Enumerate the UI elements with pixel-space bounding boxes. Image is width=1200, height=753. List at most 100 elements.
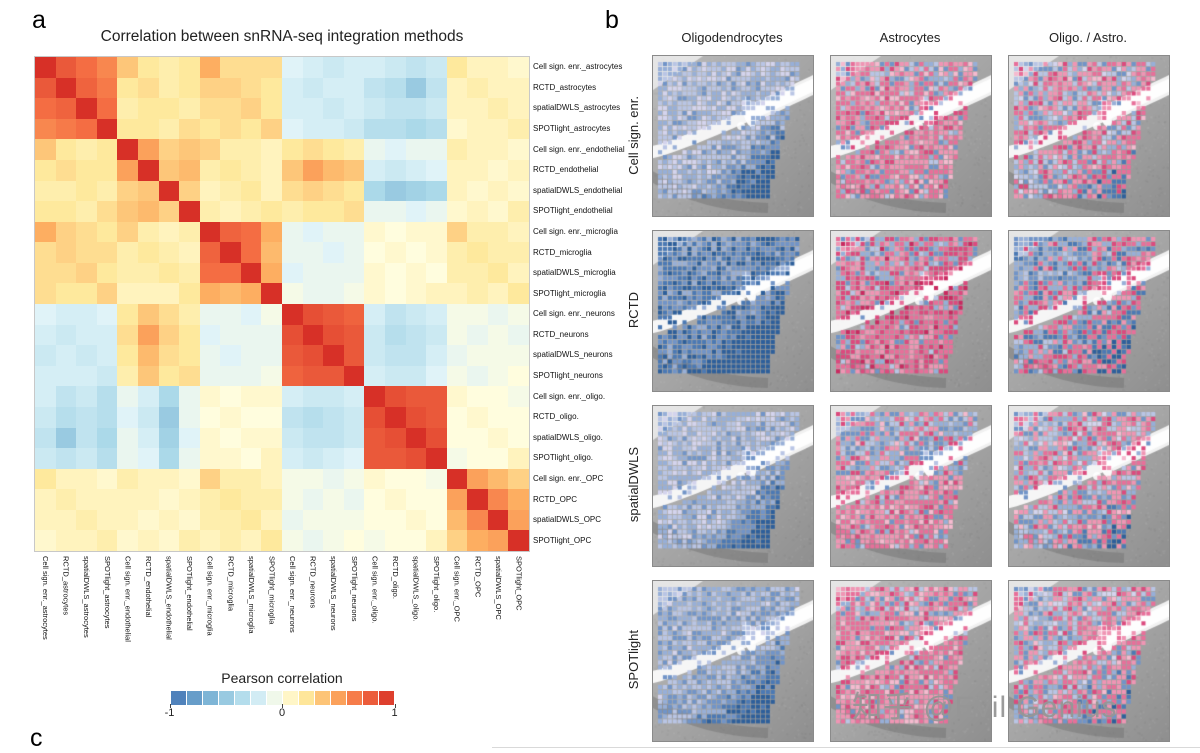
heatmap-cell [117, 262, 138, 284]
heatmap-cell [35, 365, 56, 387]
spatial-plot-rctd-oligodendrocytes [652, 230, 814, 392]
heatmap-cell [261, 201, 282, 222]
heatmap-cell [55, 98, 77, 119]
heatmap-cell [508, 406, 529, 428]
heatmap-cell [96, 201, 118, 222]
heatmap-cell [76, 448, 97, 469]
colorbar-segment [346, 691, 362, 705]
tick-mark [282, 704, 283, 708]
heatmap-column-label: spatialDWLS_oligo. [411, 556, 421, 622]
heatmap-cell [384, 57, 406, 78]
tick-mark [394, 704, 396, 708]
heatmap-cell [487, 530, 509, 551]
heatmap-cell [508, 180, 529, 202]
heatmap-cell [35, 242, 56, 263]
heatmap-cell [364, 98, 385, 119]
heatmap-cell [343, 283, 365, 304]
heatmap-cell [35, 386, 56, 407]
heatmap-cell [199, 98, 221, 119]
heatmap-cell [508, 201, 529, 222]
heatmap-cell [426, 180, 447, 202]
heatmap-cell [343, 57, 365, 78]
heatmap-cell [323, 386, 344, 407]
heatmap-cell [137, 304, 159, 325]
heatmap-cell [117, 221, 138, 243]
heatmap-cell [323, 406, 344, 428]
heatmap-cell [117, 118, 138, 140]
heatmap-cell [405, 324, 427, 346]
heatmap-cell [240, 221, 262, 243]
heatmap-cell [55, 283, 77, 304]
heatmap-cell [508, 77, 529, 99]
heatmap-cell [117, 77, 138, 99]
heatmap-cell [240, 180, 262, 202]
heatmap-cell [282, 98, 303, 119]
heatmap-cell [323, 489, 344, 510]
heatmap-cell [137, 98, 159, 119]
heatmap-cell [35, 201, 56, 222]
heatmap-cell [35, 139, 56, 160]
heatmap-cell [282, 201, 303, 222]
heatmap-cell [35, 283, 56, 304]
heatmap-cell [302, 159, 324, 181]
heatmap-cell [117, 530, 138, 551]
heatmap-cell [384, 262, 406, 284]
heatmap-cell [282, 345, 303, 366]
heatmap-cell [323, 201, 344, 222]
heatmap-cell [137, 118, 159, 140]
heatmap-cell [179, 283, 200, 304]
heatmap-cell [343, 304, 365, 325]
heatmap-cell [55, 159, 77, 181]
heatmap-cell [426, 242, 447, 263]
heatmap-cell [426, 201, 447, 222]
heatmap-cell [55, 139, 77, 160]
colorbar-segment [378, 691, 394, 705]
heatmap-cell [487, 365, 509, 387]
panel-a-label: a [32, 6, 46, 34]
heatmap-cell [158, 345, 180, 366]
heatmap-cell [117, 489, 138, 510]
heatmap-cell [220, 530, 241, 551]
heatmap-cell [137, 489, 159, 510]
heatmap-cell [240, 427, 262, 449]
heatmap-cell [240, 201, 262, 222]
heatmap-cell [508, 489, 529, 510]
heatmap-cell [426, 221, 447, 243]
colorbar-segment [186, 691, 202, 705]
heatmap-cell [384, 448, 406, 469]
row-header-label: RCTD [625, 291, 641, 329]
heatmap-cell [137, 180, 159, 202]
heatmap-cell [405, 365, 427, 387]
heatmap-cell [179, 242, 200, 263]
column-header-oligo-astro: Oligo. / Astro. [1048, 30, 1128, 45]
heatmap-cell [199, 448, 221, 469]
heatmap-row-label: SPOTlight_neurons [533, 371, 603, 381]
heatmap-cell [158, 489, 180, 510]
heatmap-cell [487, 406, 509, 428]
heatmap-cell [117, 345, 138, 366]
heatmap-cell [220, 180, 241, 202]
heatmap-cell [199, 77, 221, 99]
heatmap-cell [137, 509, 159, 531]
colorbar-segment [314, 691, 330, 705]
heatmap-cell [76, 139, 97, 160]
heatmap-cell [446, 242, 468, 263]
panel-c-top-edge [492, 747, 1200, 748]
heatmap-cell [117, 159, 138, 181]
heatmap-cell [282, 139, 303, 160]
correlation-heatmap [34, 56, 530, 552]
heatmap-cell [508, 365, 529, 387]
row-header-spatialdwls: spatialDWLS [622, 405, 644, 565]
spatial-plot-rctd-astrocytes [830, 230, 992, 392]
heatmap-cell [446, 118, 468, 140]
heatmap-cell [508, 283, 529, 304]
heatmap-cell [364, 180, 385, 202]
heatmap-row-label: spatialDWLS_astrocytes [533, 103, 621, 113]
heatmap-cell [158, 324, 180, 346]
heatmap-cell [117, 242, 138, 263]
heatmap-cell [302, 530, 324, 551]
heatmap-cell [467, 365, 488, 387]
heatmap-column-label: SPOTlight_OPC [514, 556, 524, 611]
heatmap-cell [426, 139, 447, 160]
heatmap-cell [240, 509, 262, 531]
